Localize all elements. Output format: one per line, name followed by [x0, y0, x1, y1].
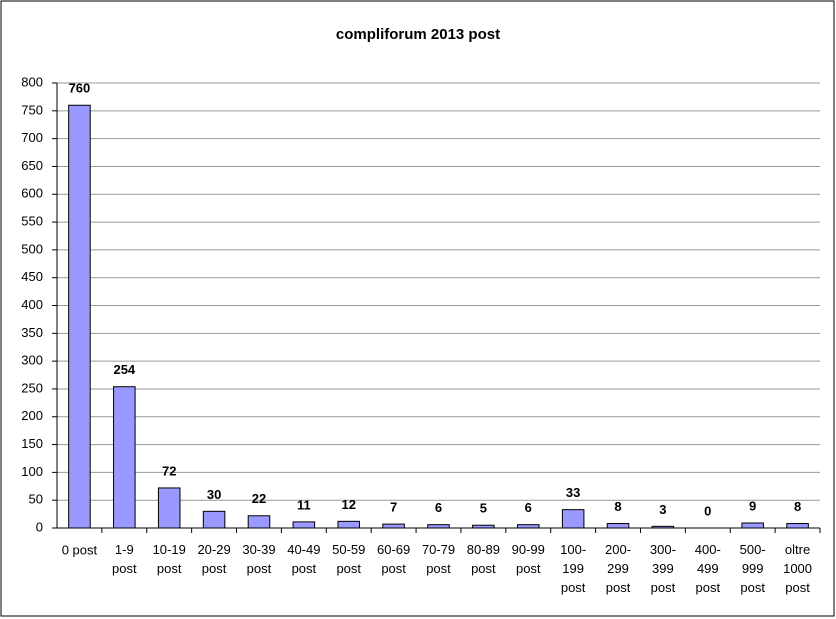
value-label: 8	[614, 499, 621, 514]
value-label: 22	[252, 491, 266, 506]
x-tick-label: 20-29 post	[197, 542, 230, 576]
x-tick-label: 400-499 post	[695, 542, 721, 595]
y-tick-label: 100	[21, 464, 43, 479]
x-tick-label: 100-199 post	[560, 542, 586, 595]
x-tick-label: oltre 1000 post	[783, 542, 812, 595]
value-label: 9	[749, 498, 756, 513]
value-label: 11	[297, 497, 311, 512]
bar	[786, 523, 809, 529]
chart-title: compliforum 2013 post	[336, 26, 500, 43]
bar	[606, 523, 630, 529]
value-label: 760	[69, 81, 91, 96]
x-tick-label: 300-399 post	[650, 542, 676, 595]
x-tick-label: 500-999 post	[740, 542, 766, 595]
y-tick-label: 650	[21, 158, 43, 173]
value-label: 33	[566, 485, 580, 500]
bar	[472, 524, 495, 529]
y-tick-label: 800	[21, 74, 43, 89]
x-tick-label: 90-99 post	[512, 542, 545, 576]
bar	[113, 386, 136, 529]
value-label: 254	[113, 362, 135, 377]
value-label: 6	[525, 500, 532, 515]
bar	[561, 509, 585, 529]
x-tick-label: 1-9 post	[112, 542, 137, 576]
value-label: 0	[704, 503, 711, 518]
y-tick-label: 150	[21, 436, 43, 451]
bar	[651, 525, 675, 529]
y-tick-label: 550	[21, 214, 43, 229]
x-tick-label: 80-89 post	[467, 542, 500, 576]
x-tick-label: 40-49 post	[287, 542, 320, 576]
bar	[382, 523, 405, 529]
value-label: 5	[480, 501, 487, 516]
bar	[247, 515, 271, 529]
value-label: 30	[207, 487, 221, 502]
x-tick-label: 10-19 post	[153, 542, 186, 576]
x-tick-label: 50-59 post	[332, 542, 365, 576]
x-tick-label: 70-79 post	[422, 542, 455, 576]
value-label: 12	[342, 497, 356, 512]
value-label: 8	[794, 499, 801, 514]
bar	[157, 487, 181, 529]
x-tick-label: 200-299 post	[605, 542, 631, 595]
y-tick-label: 300	[21, 353, 43, 368]
bar	[292, 521, 316, 529]
y-tick-label: 200	[21, 408, 43, 423]
y-tick-label: 0	[36, 519, 43, 534]
y-tick-label: 250	[21, 380, 43, 395]
y-tick-label: 750	[21, 102, 43, 117]
bar	[427, 524, 450, 529]
bar	[68, 104, 91, 529]
y-tick-label: 450	[21, 269, 43, 284]
y-tick-label: 400	[21, 297, 43, 312]
bar	[202, 510, 226, 529]
value-label: 3	[659, 502, 666, 517]
x-tick-label: 30-39 post	[242, 542, 275, 576]
bar	[741, 522, 764, 529]
y-tick-label: 600	[21, 186, 43, 201]
value-label: 6	[435, 500, 442, 515]
y-tick-label: 350	[21, 325, 43, 340]
y-tick-label: 50	[29, 492, 43, 507]
value-label: 72	[162, 463, 176, 478]
x-tick-label: 0 post	[62, 542, 98, 557]
bar	[337, 520, 361, 529]
x-tick-label: 60-69 post	[377, 542, 410, 576]
y-tick-label: 700	[21, 130, 43, 145]
bar	[516, 524, 540, 529]
value-label: 7	[390, 500, 397, 515]
y-tick-label: 500	[21, 241, 43, 256]
